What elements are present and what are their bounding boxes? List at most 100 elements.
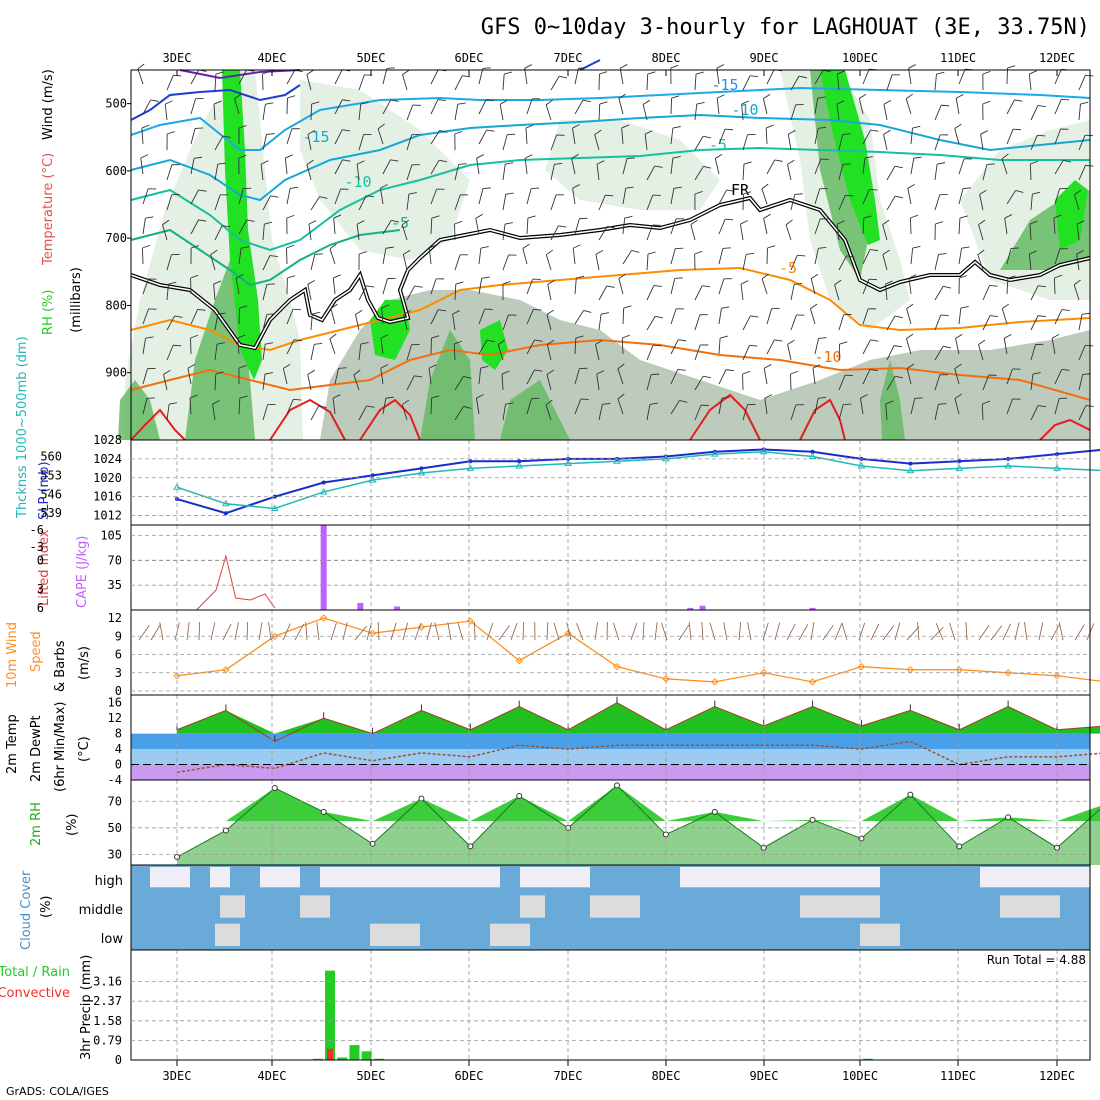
wind-barb-feather: [150, 99, 159, 102]
wind-barb-staff: [646, 224, 654, 241]
wind-barb: [334, 367, 347, 385]
cloud-middle-partial: [800, 895, 880, 918]
wind-barb-feather: [194, 127, 203, 129]
wind-barb: [526, 187, 540, 205]
precip-total-label: Total / Rain: [0, 965, 70, 980]
wind-barb: [526, 397, 540, 415]
lifted-index-line: [196, 554, 276, 611]
wind-barb-staff: [1051, 338, 1056, 355]
wind-barb-feather: [797, 254, 806, 257]
wind-barb-feather: [283, 363, 291, 369]
wind-barb-staff: [766, 308, 773, 325]
wind-barb-feather: [606, 285, 615, 288]
wind-barb-staff: [862, 189, 870, 205]
wind-barb: [213, 100, 222, 121]
wind-barb-staff: [670, 339, 679, 355]
wind-barb: [235, 274, 244, 295]
wind10m-barb: [630, 622, 638, 641]
wind-barb-staff: [238, 69, 247, 85]
wind-barb-staff: [310, 314, 313, 331]
wind-barb-feather: [725, 369, 735, 372]
wind-barb: [358, 341, 369, 361]
wind10m-barb-staff: [612, 622, 620, 641]
wind-barb: [886, 74, 901, 91]
wind-barb-feather: [746, 252, 755, 255]
wind-barb: [1054, 248, 1068, 265]
wind-barb-feather: [213, 280, 222, 285]
wind-barb: [862, 278, 877, 295]
wind-barb-feather: [936, 162, 946, 165]
wind-barb-feather: [169, 402, 178, 405]
wind-barb-feather: [622, 334, 630, 339]
wind-barb: [550, 194, 565, 211]
lifted-index-tick: -6: [30, 523, 44, 537]
wind-barb: [1003, 334, 1012, 355]
wind-barb-staff: [934, 134, 941, 151]
wind-barb-staff: [718, 189, 727, 205]
wind-barb: [1030, 405, 1046, 421]
cloud-middle-partial: [590, 895, 640, 918]
wind-barb-staff: [694, 135, 704, 151]
wind-barb: [166, 281, 177, 301]
wind-barb: [1028, 250, 1037, 271]
wind-barb-staff: [787, 134, 792, 151]
rh-fill-bright: [480, 320, 508, 370]
wind-barb: [718, 369, 735, 385]
wind-barb-staff: [862, 308, 869, 325]
wind-barb: [262, 195, 279, 211]
wind-barb: [790, 193, 803, 211]
wind-barb-feather: [366, 405, 375, 408]
wind-barb-feather: [1004, 334, 1012, 339]
wind-barb-feather: [571, 153, 579, 159]
rh2m-point: [711, 808, 718, 815]
wind-barb: [1051, 334, 1060, 355]
wind-barb-staff: [502, 314, 509, 331]
wind-barb: [550, 163, 563, 181]
wind-barb: [836, 100, 845, 121]
wind-barb: [166, 315, 183, 331]
wind-barb-feather: [431, 395, 440, 399]
wind-barb-feather: [501, 370, 510, 375]
wind-barb-staff: [598, 314, 602, 331]
wind-tick: 12: [108, 611, 122, 625]
wind-barb: [286, 244, 295, 265]
wind-barb: [860, 394, 868, 415]
wind-barb-staff: [718, 219, 726, 235]
wind-barb-staff: [1029, 224, 1032, 241]
wind-barb-staff: [909, 217, 912, 235]
wind-barb-feather: [187, 363, 196, 369]
wind-barb: [934, 134, 949, 151]
wind-barb-staff: [546, 374, 552, 391]
thickness-point: [222, 499, 230, 507]
wind-barb-staff: [142, 218, 146, 235]
wind-barb-staff: [954, 368, 960, 385]
wind-barb-feather: [174, 315, 183, 318]
wind-barb-feather: [599, 71, 608, 75]
wind-barb: [910, 245, 921, 265]
cloud-row-high: high: [95, 874, 123, 889]
wind-barb: [1030, 285, 1047, 301]
wind-barb-feather: [959, 215, 968, 219]
wind-barb-feather: [534, 339, 543, 342]
wind10m-barb-staff: [798, 624, 809, 641]
wind-barb: [406, 375, 423, 391]
wind-barb: [1006, 398, 1021, 415]
wind-barb-feather: [716, 94, 725, 99]
wind-barb-staff: [619, 68, 624, 85]
wind-label: Wind (m/s): [41, 69, 56, 140]
wind-barb: [1006, 128, 1022, 145]
rh2m-fill-high: [177, 785, 1100, 822]
wind10m-barb-staff: [1058, 622, 1064, 641]
wind-barb-feather: [558, 225, 567, 228]
wind-barb-staff: [142, 188, 149, 205]
wind10m-barb-staff: [935, 623, 944, 641]
cloud-axis-labels: Cloud Cover (%): [19, 870, 54, 950]
thickness-point: [759, 447, 768, 455]
wind-barb-staff: [210, 254, 216, 271]
wind-barb-staff: [958, 308, 962, 325]
wind-barb: [526, 369, 543, 385]
wind-barb-staff: [454, 75, 463, 91]
wind-barb-feather: [307, 279, 315, 285]
wind-barb-staff: [402, 254, 408, 271]
wind-barb-feather: [342, 129, 351, 132]
